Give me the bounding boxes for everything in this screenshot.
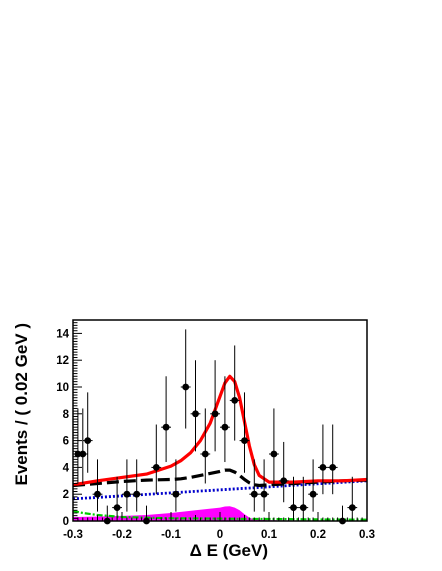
data-point [239, 392, 250, 473]
data-marker [211, 410, 219, 418]
dashed-component-curve [72, 468, 368, 488]
data-point [278, 441, 289, 503]
data-marker [94, 490, 101, 498]
data-marker [290, 504, 297, 511]
data-points [73, 329, 358, 525]
data-point [269, 408, 279, 484]
data-marker [241, 437, 248, 444]
data-marker [270, 450, 278, 458]
x-tick-label: 0.3 [359, 529, 375, 541]
data-point [122, 459, 132, 512]
data-point [249, 459, 260, 512]
data-marker [172, 490, 180, 498]
linear-background-line [72, 479, 368, 501]
data-point [151, 424, 162, 495]
y-axis-ticks: 0 2 4 6 8 10 12 14 [56, 319, 82, 528]
data-marker [162, 423, 170, 431]
data-point [131, 459, 142, 512]
y-tick-label: 8 [63, 409, 70, 421]
data-point [190, 360, 201, 452]
y-tick-label: 0 [63, 516, 69, 528]
y-axis-label: Events / ( 0.02 GeV ) [12, 323, 31, 486]
data-marker [133, 490, 141, 498]
data-point [77, 408, 88, 484]
data-marker [113, 504, 121, 511]
data-marker [201, 450, 209, 458]
data-marker [309, 490, 317, 498]
data-point [229, 345, 240, 441]
x-axis-ticks: -0.3 -0.2 -0.1 0 0.1 0.2 0.3 [63, 512, 375, 541]
y-tick-label: 2 [63, 489, 69, 501]
x-tick-label: 0 [217, 529, 223, 541]
data-marker [319, 464, 327, 471]
y-tick-label: 6 [63, 436, 69, 448]
data-marker [299, 504, 307, 511]
y-tick-label: 12 [56, 355, 69, 367]
data-marker [79, 450, 87, 458]
linear-background-curve [72, 479, 368, 501]
total-fit-curve [72, 374, 368, 487]
y-tick-label: 4 [63, 462, 70, 474]
data-point [220, 376, 230, 463]
data-marker [348, 504, 356, 511]
data-marker [250, 490, 258, 498]
data-marker [260, 490, 268, 498]
x-tick-label: -0.1 [161, 529, 181, 541]
y-tick-label: 14 [56, 328, 69, 340]
data-marker [221, 423, 229, 431]
data-point [347, 476, 358, 519]
data-marker [123, 490, 131, 498]
x-tick-label: 0.1 [261, 529, 278, 541]
data-marker [152, 464, 160, 471]
data-marker [84, 437, 92, 444]
y-tick-label: 10 [56, 382, 69, 394]
data-point [308, 459, 318, 512]
data-point [298, 476, 309, 519]
data-point [171, 459, 181, 512]
data-point [112, 476, 122, 519]
data-point [161, 376, 171, 463]
data-point [210, 360, 220, 452]
data-marker [182, 383, 190, 391]
data-point [288, 476, 299, 519]
x-tick-label: 0.2 [310, 529, 326, 541]
data-point [318, 424, 328, 495]
data-marker [280, 477, 288, 485]
data-marker [329, 464, 337, 471]
dashed-component-line [72, 468, 368, 488]
data-marker [231, 397, 239, 404]
x-tick-label: -0.3 [63, 529, 83, 541]
data-point [327, 424, 338, 495]
x-tick-label: -0.2 [112, 529, 132, 541]
data-point [82, 392, 93, 473]
total-fit-line [72, 374, 368, 487]
x-axis-label: Δ E (GeV) [190, 541, 268, 560]
data-point [92, 459, 103, 512]
data-point [180, 329, 191, 429]
data-point [259, 459, 269, 512]
data-point [200, 408, 211, 484]
data-marker [192, 410, 199, 418]
